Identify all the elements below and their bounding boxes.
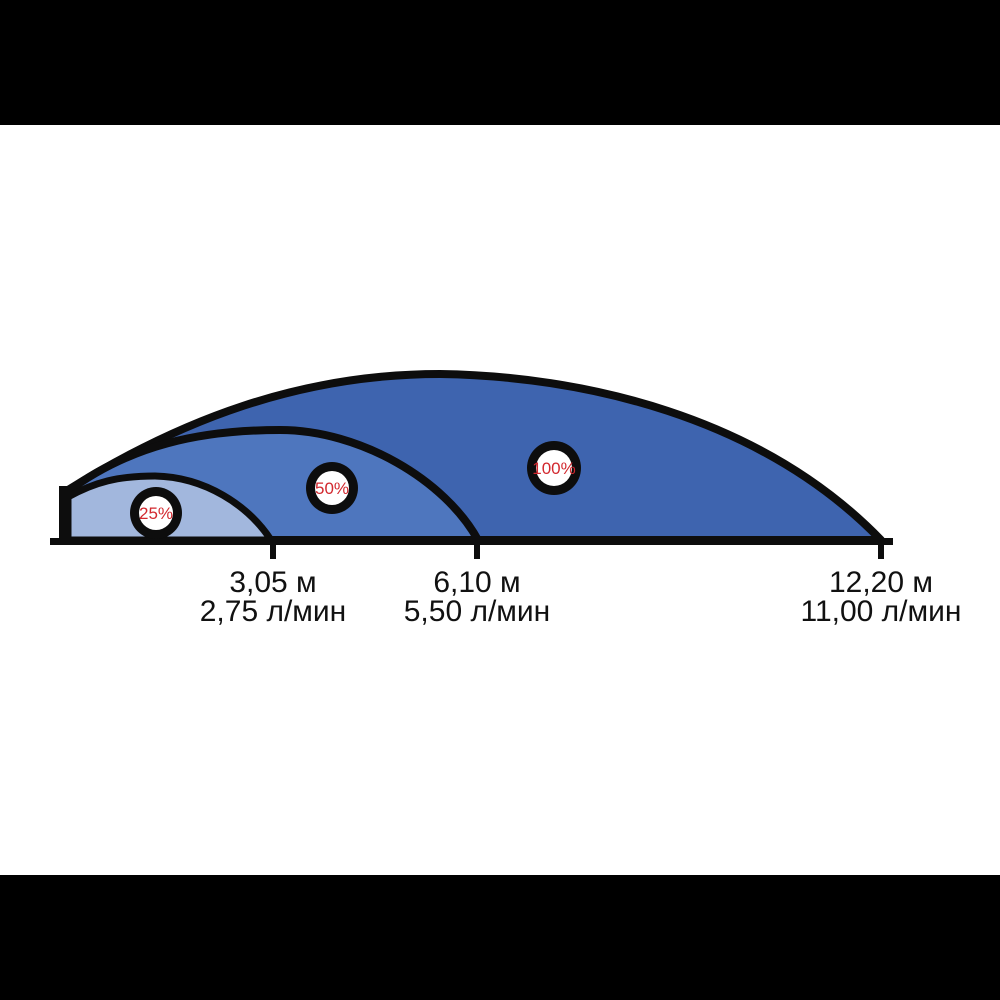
zone-25-percent-label: 25% bbox=[139, 504, 173, 523]
zone-50-marker: 50% bbox=[306, 462, 358, 514]
ground-baseline bbox=[50, 538, 893, 545]
zone-100-distance-label: 12,20 м bbox=[829, 566, 933, 599]
zone-100-marker-core bbox=[536, 450, 572, 486]
zone-100-marker: 100% bbox=[527, 441, 581, 495]
tick-mark-6m bbox=[474, 543, 480, 559]
zone-100-flow-label: 11,00 л/мин bbox=[801, 595, 962, 628]
letterbox-bar-bottom bbox=[0, 875, 1000, 1000]
zone-25-dimension-labels: 3,05 м 2,75 л/мин bbox=[200, 566, 347, 628]
spray-range-diagram-canvas: 25% 50% 100% 3,05 м 2,75 л/мин 6,10 м bbox=[50, 370, 962, 628]
zone-50-dimension-labels: 6,10 м 5,50 л/мин bbox=[404, 566, 551, 628]
diagram-stage: 25% 50% 100% 3,05 м 2,75 л/мин 6,10 м bbox=[0, 125, 1000, 875]
zone-25-marker: 25% bbox=[130, 487, 182, 539]
zone-25-distance-label: 3,05 м bbox=[229, 566, 316, 599]
zone-100-percent-label: 100% bbox=[532, 459, 575, 478]
tick-mark-3m bbox=[270, 543, 276, 559]
zone-50-flow-label: 5,50 л/мин bbox=[404, 595, 551, 628]
letterbox-bar-top bbox=[0, 0, 1000, 125]
zone-50-percent-label: 50% bbox=[315, 479, 349, 498]
tick-mark-12m bbox=[878, 543, 884, 559]
zone-100-dimension-labels: 12,20 м 11,00 л/мин bbox=[801, 566, 962, 628]
zone-50-marker-core bbox=[315, 471, 349, 505]
sprinkler-nozzle-bar bbox=[59, 486, 71, 544]
zone-25-flow-label: 2,75 л/мин bbox=[200, 595, 347, 628]
zone-25-marker-core bbox=[139, 496, 173, 530]
zone-50-distance-label: 6,10 м bbox=[433, 566, 520, 599]
